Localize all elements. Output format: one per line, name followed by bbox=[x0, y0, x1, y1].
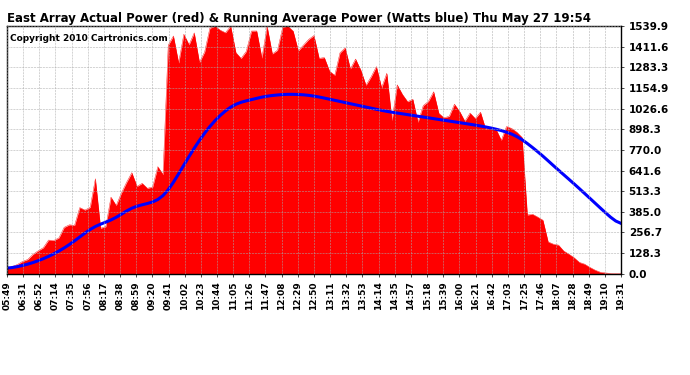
Text: Copyright 2010 Cartronics.com: Copyright 2010 Cartronics.com bbox=[10, 34, 168, 43]
Text: East Array Actual Power (red) & Running Average Power (Watts blue) Thu May 27 19: East Array Actual Power (red) & Running … bbox=[7, 12, 591, 25]
